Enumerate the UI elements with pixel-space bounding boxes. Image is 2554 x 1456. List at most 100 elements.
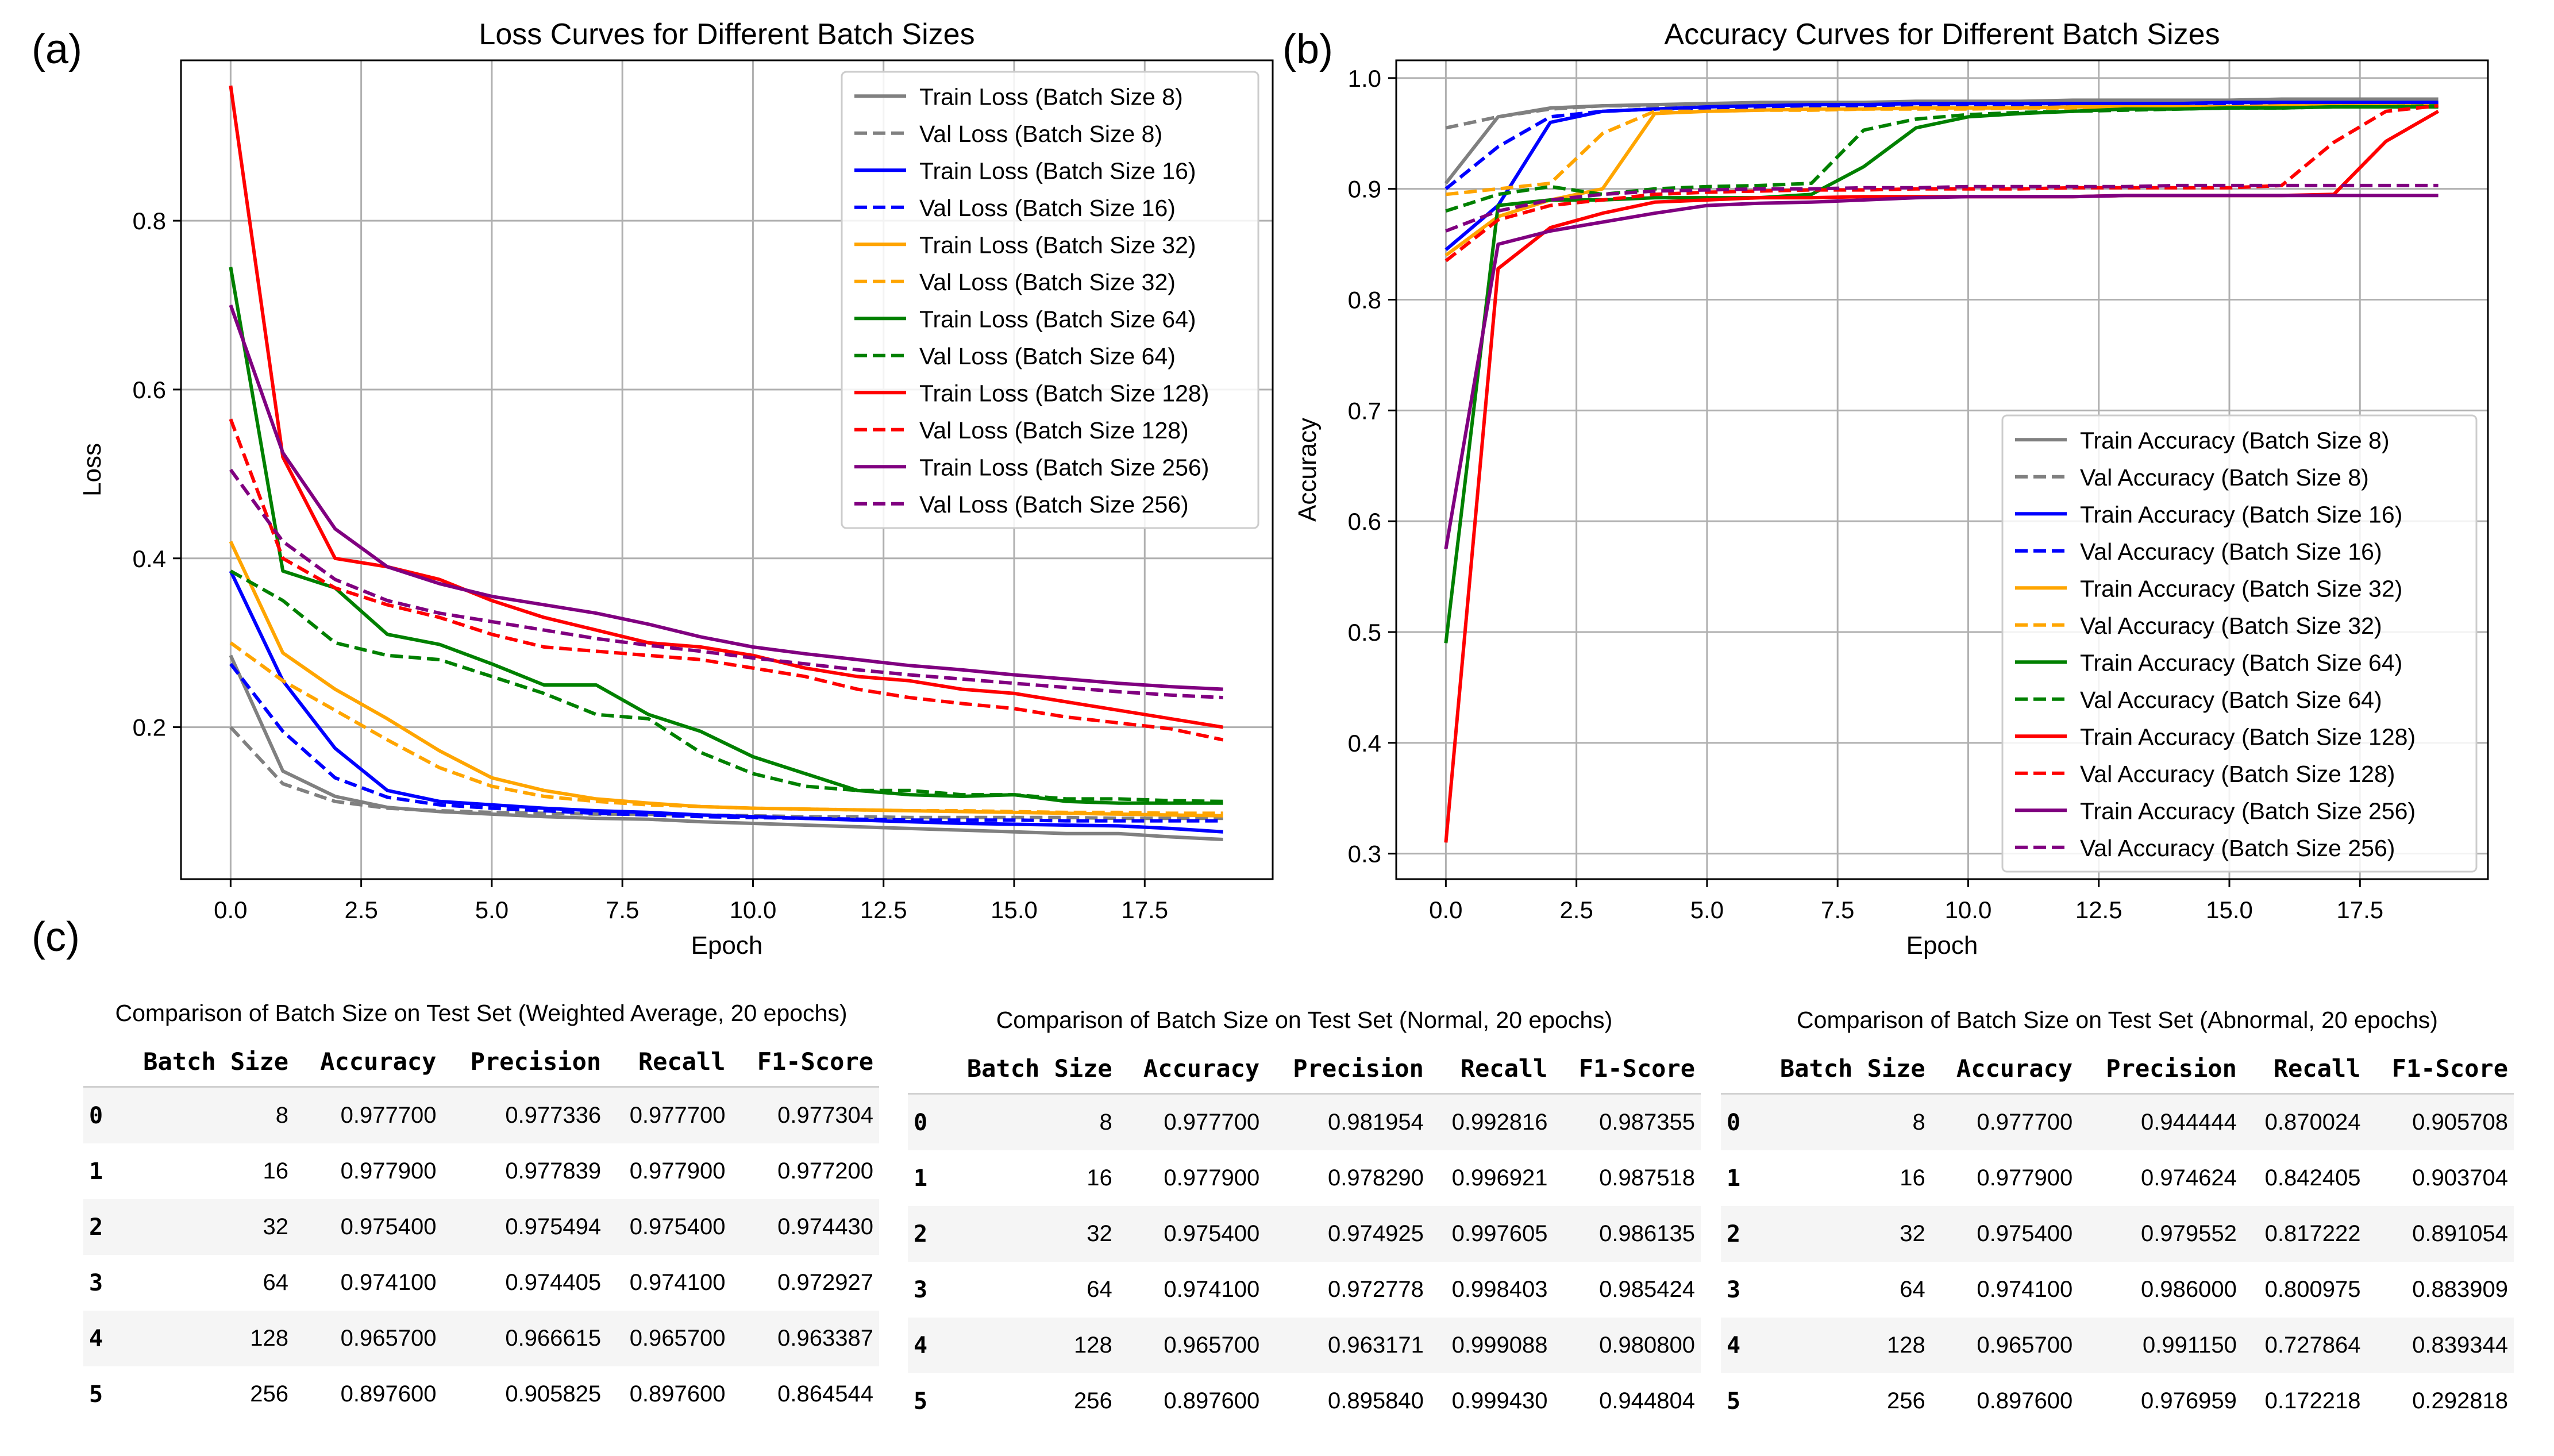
table-cell: 0.966615: [442, 1311, 607, 1366]
x-tick-label: 7.5: [1821, 896, 1854, 923]
row-index: 2: [1721, 1206, 1750, 1262]
table-cell: 0.977336: [442, 1087, 607, 1143]
table-row: 4 128 0.965700 0.963171 0.999088 0.980800: [908, 1318, 1701, 1373]
index-header: [1721, 1043, 1750, 1095]
legend-label: Val Accuracy (Batch Size 16): [2080, 538, 2382, 565]
y-axis-label: Accuracy: [1293, 418, 1322, 522]
table-cell: 0.975400: [607, 1199, 731, 1255]
table-cell: 0.977700: [607, 1087, 731, 1143]
table-cell: 0.897600: [629, 1381, 726, 1407]
table-cell: 256: [250, 1381, 289, 1407]
table-cell: 0.996921: [1451, 1165, 1548, 1191]
column-header: Batch Size: [113, 1037, 295, 1088]
table-cell: 0.944444: [2078, 1093, 2243, 1150]
table-cell: 0.897600: [1164, 1388, 1260, 1413]
table-cell: 8: [1750, 1093, 1931, 1150]
legend-label: Train Accuracy (Batch Size 32): [2080, 575, 2402, 602]
table-cell: 0.980800: [1553, 1318, 1701, 1373]
row-index: 1: [914, 1165, 928, 1192]
table-cell: 0.817222: [2242, 1206, 2367, 1262]
series-line-9: [229, 418, 1224, 742]
table-row: 3 64 0.974100 0.972778 0.998403 0.985424: [908, 1262, 1701, 1318]
y-tick-label: 0.3: [1348, 841, 1381, 868]
column-header: Accuracy: [294, 1037, 442, 1088]
series-line-5: [229, 641, 1223, 815]
table-cell: 64: [1087, 1277, 1112, 1302]
table-caption: Comparison of Batch Size on Test Set (Ab…: [1797, 1007, 2438, 1033]
legend: Train Loss (Batch Size 8) Val Loss (Batch…: [841, 71, 1259, 529]
table-caption: Comparison of Batch Size on Test Set (We…: [115, 1000, 848, 1026]
row-index: 5: [89, 1381, 103, 1408]
legend-label: Train Accuracy (Batch Size 128): [2080, 723, 2416, 750]
row-index: 1: [1727, 1165, 1741, 1192]
legend-label: Val Loss (Batch Size 8): [919, 121, 1162, 147]
x-tick-label: 5.0: [1690, 896, 1724, 923]
table-cell: 0.975400: [294, 1199, 442, 1255]
table-cell: 0.977700: [294, 1087, 442, 1143]
table-cell: 0.897600: [340, 1381, 437, 1407]
table-cell: 0.987355: [1553, 1093, 1701, 1150]
table-abnormal: Comparison of Batch Size on Test Set (Ab…: [1721, 1008, 2514, 1429]
series-line-7: [229, 569, 1223, 803]
table-cell: 0.974100: [340, 1270, 437, 1295]
table-row: 5 256 0.897600 0.976959 0.172218 0.292818: [1721, 1373, 2514, 1429]
table-cell: 0.974925: [1265, 1206, 1430, 1262]
table-cell: 0.972778: [1328, 1277, 1424, 1302]
table-cell: 0.977839: [505, 1158, 602, 1184]
legend-label: Train Accuracy (Batch Size 64): [2080, 649, 2402, 676]
table-normal: Comparison of Batch Size on Test Set (No…: [908, 1008, 1701, 1429]
plot-frame: [1395, 59, 2489, 880]
y-tick-label: 0.7: [1348, 397, 1381, 424]
table-cell: 0.977900: [1164, 1165, 1260, 1191]
row-index: 2: [908, 1206, 937, 1262]
column-header: Recall: [2242, 1043, 2367, 1095]
y-tick-label: 0.6: [133, 376, 166, 403]
table-row: 3 64 0.974100 0.974405 0.974100 0.972927: [83, 1255, 879, 1311]
table-cell: 0.974100: [1164, 1277, 1260, 1302]
table-cell: 0.292818: [2412, 1388, 2508, 1413]
panel-label-b: (b): [1282, 26, 1333, 72]
table-cell: 0.974100: [1977, 1277, 2073, 1302]
y-tick-label: 0.8: [133, 207, 166, 234]
y-tick-label: 0.4: [133, 545, 166, 572]
table-cell: 0.977700: [1118, 1093, 1266, 1150]
legend-box: [2001, 414, 2478, 873]
row-index: 0: [1721, 1093, 1750, 1150]
table-cell: 16: [1087, 1165, 1112, 1191]
table-cell: 0.842405: [2264, 1165, 2361, 1191]
table-cell: 0.977900: [1977, 1165, 2073, 1191]
table-cell: 0.998403: [1451, 1277, 1548, 1302]
x-tick-label: 12.5: [860, 896, 907, 923]
legend-label: Train Loss (Batch Size 8): [919, 83, 1183, 110]
x-tick-label: 2.5: [344, 896, 377, 923]
column-header: Precision: [1265, 1043, 1430, 1095]
series-line-10: [229, 304, 1223, 691]
table-cell: 0.975494: [442, 1199, 607, 1255]
legend-label: Train Loss (Batch Size 32): [919, 232, 1196, 258]
series-line-11: [229, 468, 1223, 700]
results-table: Batch Size Accuracy Precision Recall F1-Scor…: [83, 1037, 879, 1422]
legend-label: Train Accuracy (Batch Size 16): [2080, 501, 2402, 527]
index-header: [908, 1043, 937, 1095]
column-header: Precision: [442, 1037, 607, 1088]
table-cell: 128: [1750, 1318, 1931, 1373]
row-index: 0: [908, 1093, 937, 1150]
row-index: 3: [914, 1276, 928, 1303]
table-row: 3 64 0.974100 0.986000 0.800975 0.883909: [1721, 1262, 2514, 1318]
panel-label-c: (c): [32, 914, 80, 960]
y-tick-label: 0.8: [1348, 287, 1381, 314]
table-cell: 32: [937, 1206, 1118, 1262]
legend-label: Val Loss (Batch Size 256): [919, 491, 1189, 518]
table-cell: 0.839344: [2366, 1318, 2514, 1373]
y-tick-label: 1.0: [1348, 65, 1381, 92]
table-cell: 0.944804: [1599, 1388, 1695, 1413]
x-tick-label: 7.5: [606, 896, 639, 923]
results-table: Batch Size Accuracy Precision Recall F1-Scor…: [1721, 1043, 2514, 1429]
table-cell: 0.963171: [1265, 1318, 1430, 1373]
table-cell: 64: [263, 1270, 289, 1295]
table-cell: 0.974405: [505, 1270, 602, 1295]
table-cell: 0.999088: [1429, 1318, 1554, 1373]
series-line-4: [1444, 104, 2439, 257]
legend-label: Train Loss (Batch Size 64): [919, 306, 1196, 332]
table-cell: 0.800975: [2264, 1277, 2361, 1302]
